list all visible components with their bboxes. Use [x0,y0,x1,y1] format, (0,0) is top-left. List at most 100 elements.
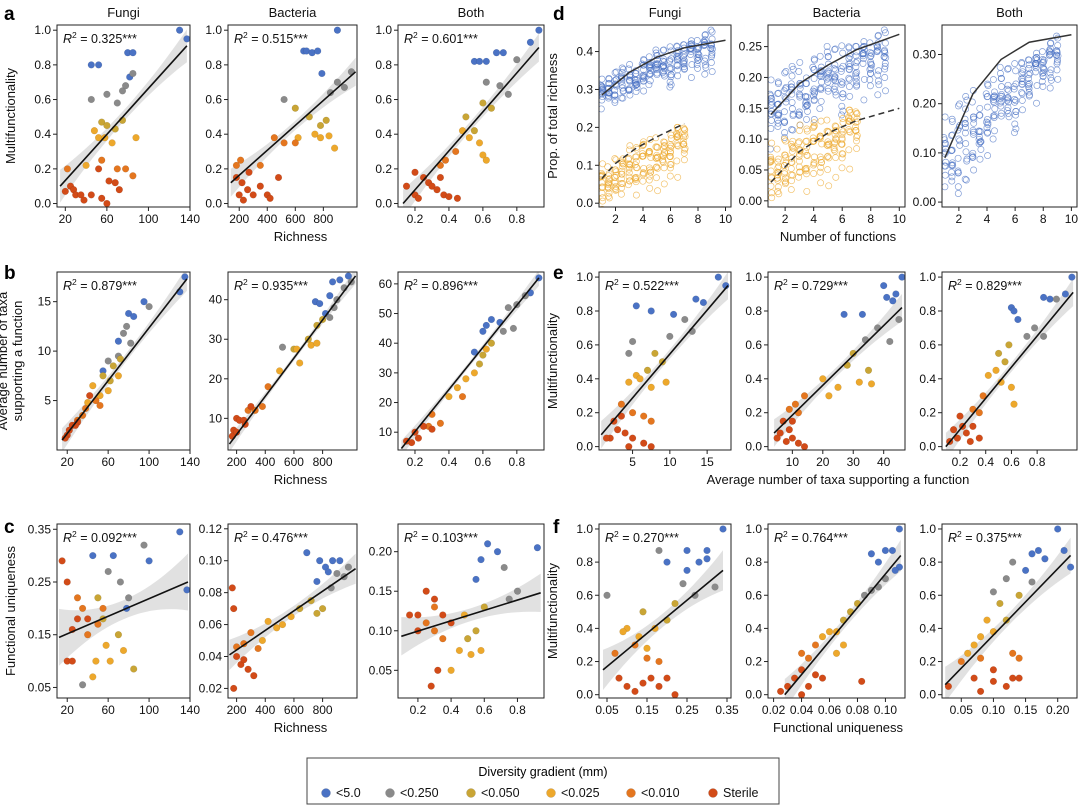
data-point [414,611,422,619]
data-point [976,687,985,696]
data-point [621,429,629,437]
sim-point-bottom [768,182,775,190]
sim-point-top [962,148,970,156]
data-point [895,525,904,533]
data-point [447,666,455,674]
data-point [414,194,423,202]
sim-point-top [694,56,702,64]
data-point [1009,674,1017,682]
sim-point-top [1010,82,1018,90]
data-point [839,641,848,649]
sim-point-top [1024,81,1032,89]
sim-point-top [983,124,991,132]
data-point [776,429,784,437]
y-tick-label: 0.2 [576,655,593,669]
sim-point-bottom [781,168,789,176]
data-point [1014,315,1022,324]
data-point [140,298,148,306]
data-point [699,298,708,307]
chart-a-fungi: 20 60 100 140 0.0 0.2 0.4 0.6 0.8 1.0 Fungi R2 = 0.… [3,5,200,226]
sim-point-bottom [660,138,668,146]
sim-point-top [774,116,782,124]
data-point [479,351,487,359]
y-tick-label: 0.4 [919,372,936,386]
sim-point-top [948,168,955,176]
x-tick-label: 5 [629,455,636,469]
sim-point-bottom [810,119,818,127]
data-point [99,604,107,613]
x-tick-label: 0.2 [407,455,424,469]
data-point [625,378,633,386]
sim-point-top [824,60,832,68]
sim-point-top [948,115,956,123]
sim-point-bottom [816,168,824,176]
sim-point-top [874,43,882,51]
sim-point-top [640,56,648,64]
sim-point-top [680,51,688,59]
sim-point-bottom [852,126,860,134]
data-point [1001,358,1009,366]
data-point [183,35,190,43]
sim-point-top [1004,109,1012,117]
y-tick-label: 1.0 [745,270,762,284]
sim-point-top [687,37,695,45]
sim-point-top [1045,47,1053,54]
sim-point-bottom [617,175,625,183]
y-tick-label: 1.0 [205,23,222,37]
sim-point-top [701,61,709,69]
sim-point-top [694,45,701,53]
sim-point-bottom [599,205,605,207]
data-point [794,439,803,447]
sim-point-top [830,85,838,93]
sim-point-top [811,56,819,64]
sim-point-top [768,90,774,98]
sim-point-top [990,112,998,119]
sim-point-bottom [640,170,647,178]
data-point [322,116,330,124]
data-point [773,434,781,442]
sim-point-top [866,49,874,57]
data-point [78,681,87,689]
data-point [874,558,883,566]
fit-line [945,291,1074,448]
sim-point-top [852,70,860,78]
sim-point-top [996,94,1004,102]
legend-title: Diversity gradient (mm) [478,765,607,779]
data-point [671,599,679,608]
sim-point-top [680,60,688,68]
sim-point-top [802,97,810,105]
sim-point-bottom [838,130,846,138]
data-point [1021,566,1030,575]
sim-point-top [852,74,860,82]
y-tick-label: 0.8 [919,555,936,569]
chart-c-bacteria: 200 400 600 800 0.02 0.04 0.06 0.08 0.10 0.12 R2 =… [199,522,358,735]
sim-point-top [795,108,803,116]
sim-point-top [975,127,983,135]
sim-point-top [860,55,867,62]
x-tick-label: 10 [719,212,733,226]
sim-point-bottom [817,156,825,164]
data-point [176,528,184,536]
data-point [509,324,518,333]
data-point [663,558,671,566]
sim-point-top [811,88,819,96]
sim-point-top [1039,72,1047,80]
sim-point-top [687,74,695,81]
data-point [479,151,487,159]
sim-point-top [660,46,668,54]
sim-point-top [1053,51,1061,59]
panel-letter-b: b [4,263,16,284]
x-tick-label: 140 [180,703,200,717]
sim-point-bottom [674,133,682,141]
data-point [333,569,341,578]
data-point [280,139,288,147]
data-point [329,557,337,565]
sim-point-top [998,74,1005,82]
data-point [61,187,69,196]
plot-frame [941,24,1078,208]
plot-area [773,273,905,450]
sim-point-bottom [605,194,613,202]
data-point [526,38,535,46]
sim-point-bottom [825,154,833,162]
y-tick-label: 0.20 [739,70,763,84]
